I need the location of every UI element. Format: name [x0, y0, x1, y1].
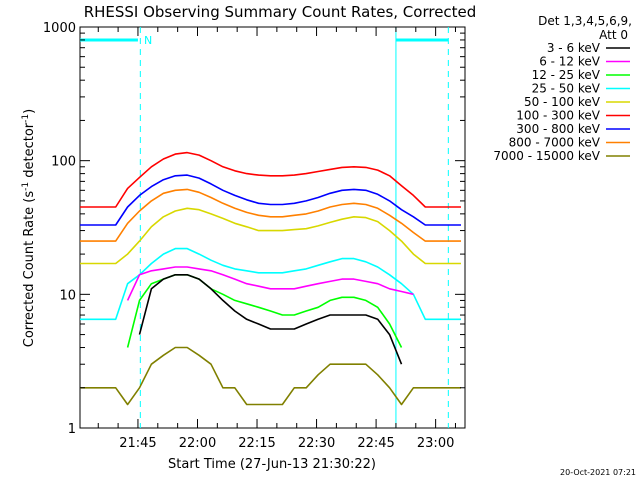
series-line — [138, 273, 403, 365]
x-tick-label: 23:00 — [417, 436, 454, 451]
chart-title: RHESSI Observing Summary Count Rates, Co… — [84, 3, 477, 21]
legend-label: 25 - 50 keV — [532, 82, 601, 96]
legend-label: 100 - 300 keV — [516, 109, 600, 123]
legend-subtitle: Att 0 — [599, 28, 628, 42]
overlay-layer: N — [80, 27, 449, 428]
y-tick-label: 1 — [68, 422, 76, 437]
series-line — [80, 188, 461, 242]
series-line — [126, 266, 414, 301]
legend-label: 12 - 25 keV — [532, 68, 601, 82]
legend-title: Det 1,3,4,5,6,9, — [538, 14, 632, 28]
series-line — [80, 247, 461, 321]
legend-label: 6 - 12 keV — [539, 55, 601, 69]
x-tick-label: 22:30 — [298, 436, 335, 451]
y-axis-label-part3: ) — [22, 109, 37, 114]
legend-label: 300 - 800 keV — [516, 122, 600, 136]
series-layer — [80, 151, 461, 406]
series-line — [80, 346, 461, 406]
x-tick-label: 22:45 — [357, 436, 394, 451]
y-tick-label: 1000 — [43, 21, 76, 36]
series-line — [80, 151, 461, 208]
series-line — [80, 207, 461, 265]
legend-label: 50 - 100 keV — [524, 95, 601, 109]
y-tick-label: 100 — [51, 155, 76, 170]
y-axis-label: Corrected Count Rate (s-1 detector-1) — [21, 109, 37, 347]
y-axis-label-sup2: -1 — [21, 114, 31, 123]
legend-label: 7000 - 15000 keV — [493, 149, 600, 163]
legend-label: 3 - 6 keV — [547, 41, 601, 55]
y-axis-label-part2: detector — [22, 122, 37, 182]
x-tick-label: 21:45 — [119, 436, 156, 451]
axis-layer: 1 10 100 1000 21:45 22:00 22:15 22:30 22:45 23:00 — [43, 21, 465, 451]
y-tick-label: 10 — [59, 288, 76, 303]
series-line — [80, 174, 461, 226]
x-axis-label: Start Time (27-Jun-13 21:30:22) — [168, 457, 376, 472]
x-tick-label: 22:15 — [238, 436, 275, 451]
flag-label: N — [144, 34, 152, 47]
legend-label: 800 - 7000 keV — [509, 136, 601, 150]
series-line — [126, 273, 403, 348]
y-axis-label-sup1: -1 — [21, 182, 31, 191]
x-tick-label: 22:00 — [179, 436, 216, 451]
y-axis-label-part1: Corrected Count Rate (s — [22, 191, 37, 348]
plot-frame — [79, 26, 466, 429]
footer-date: 20-Oct-2021 07:21 — [560, 468, 636, 477]
